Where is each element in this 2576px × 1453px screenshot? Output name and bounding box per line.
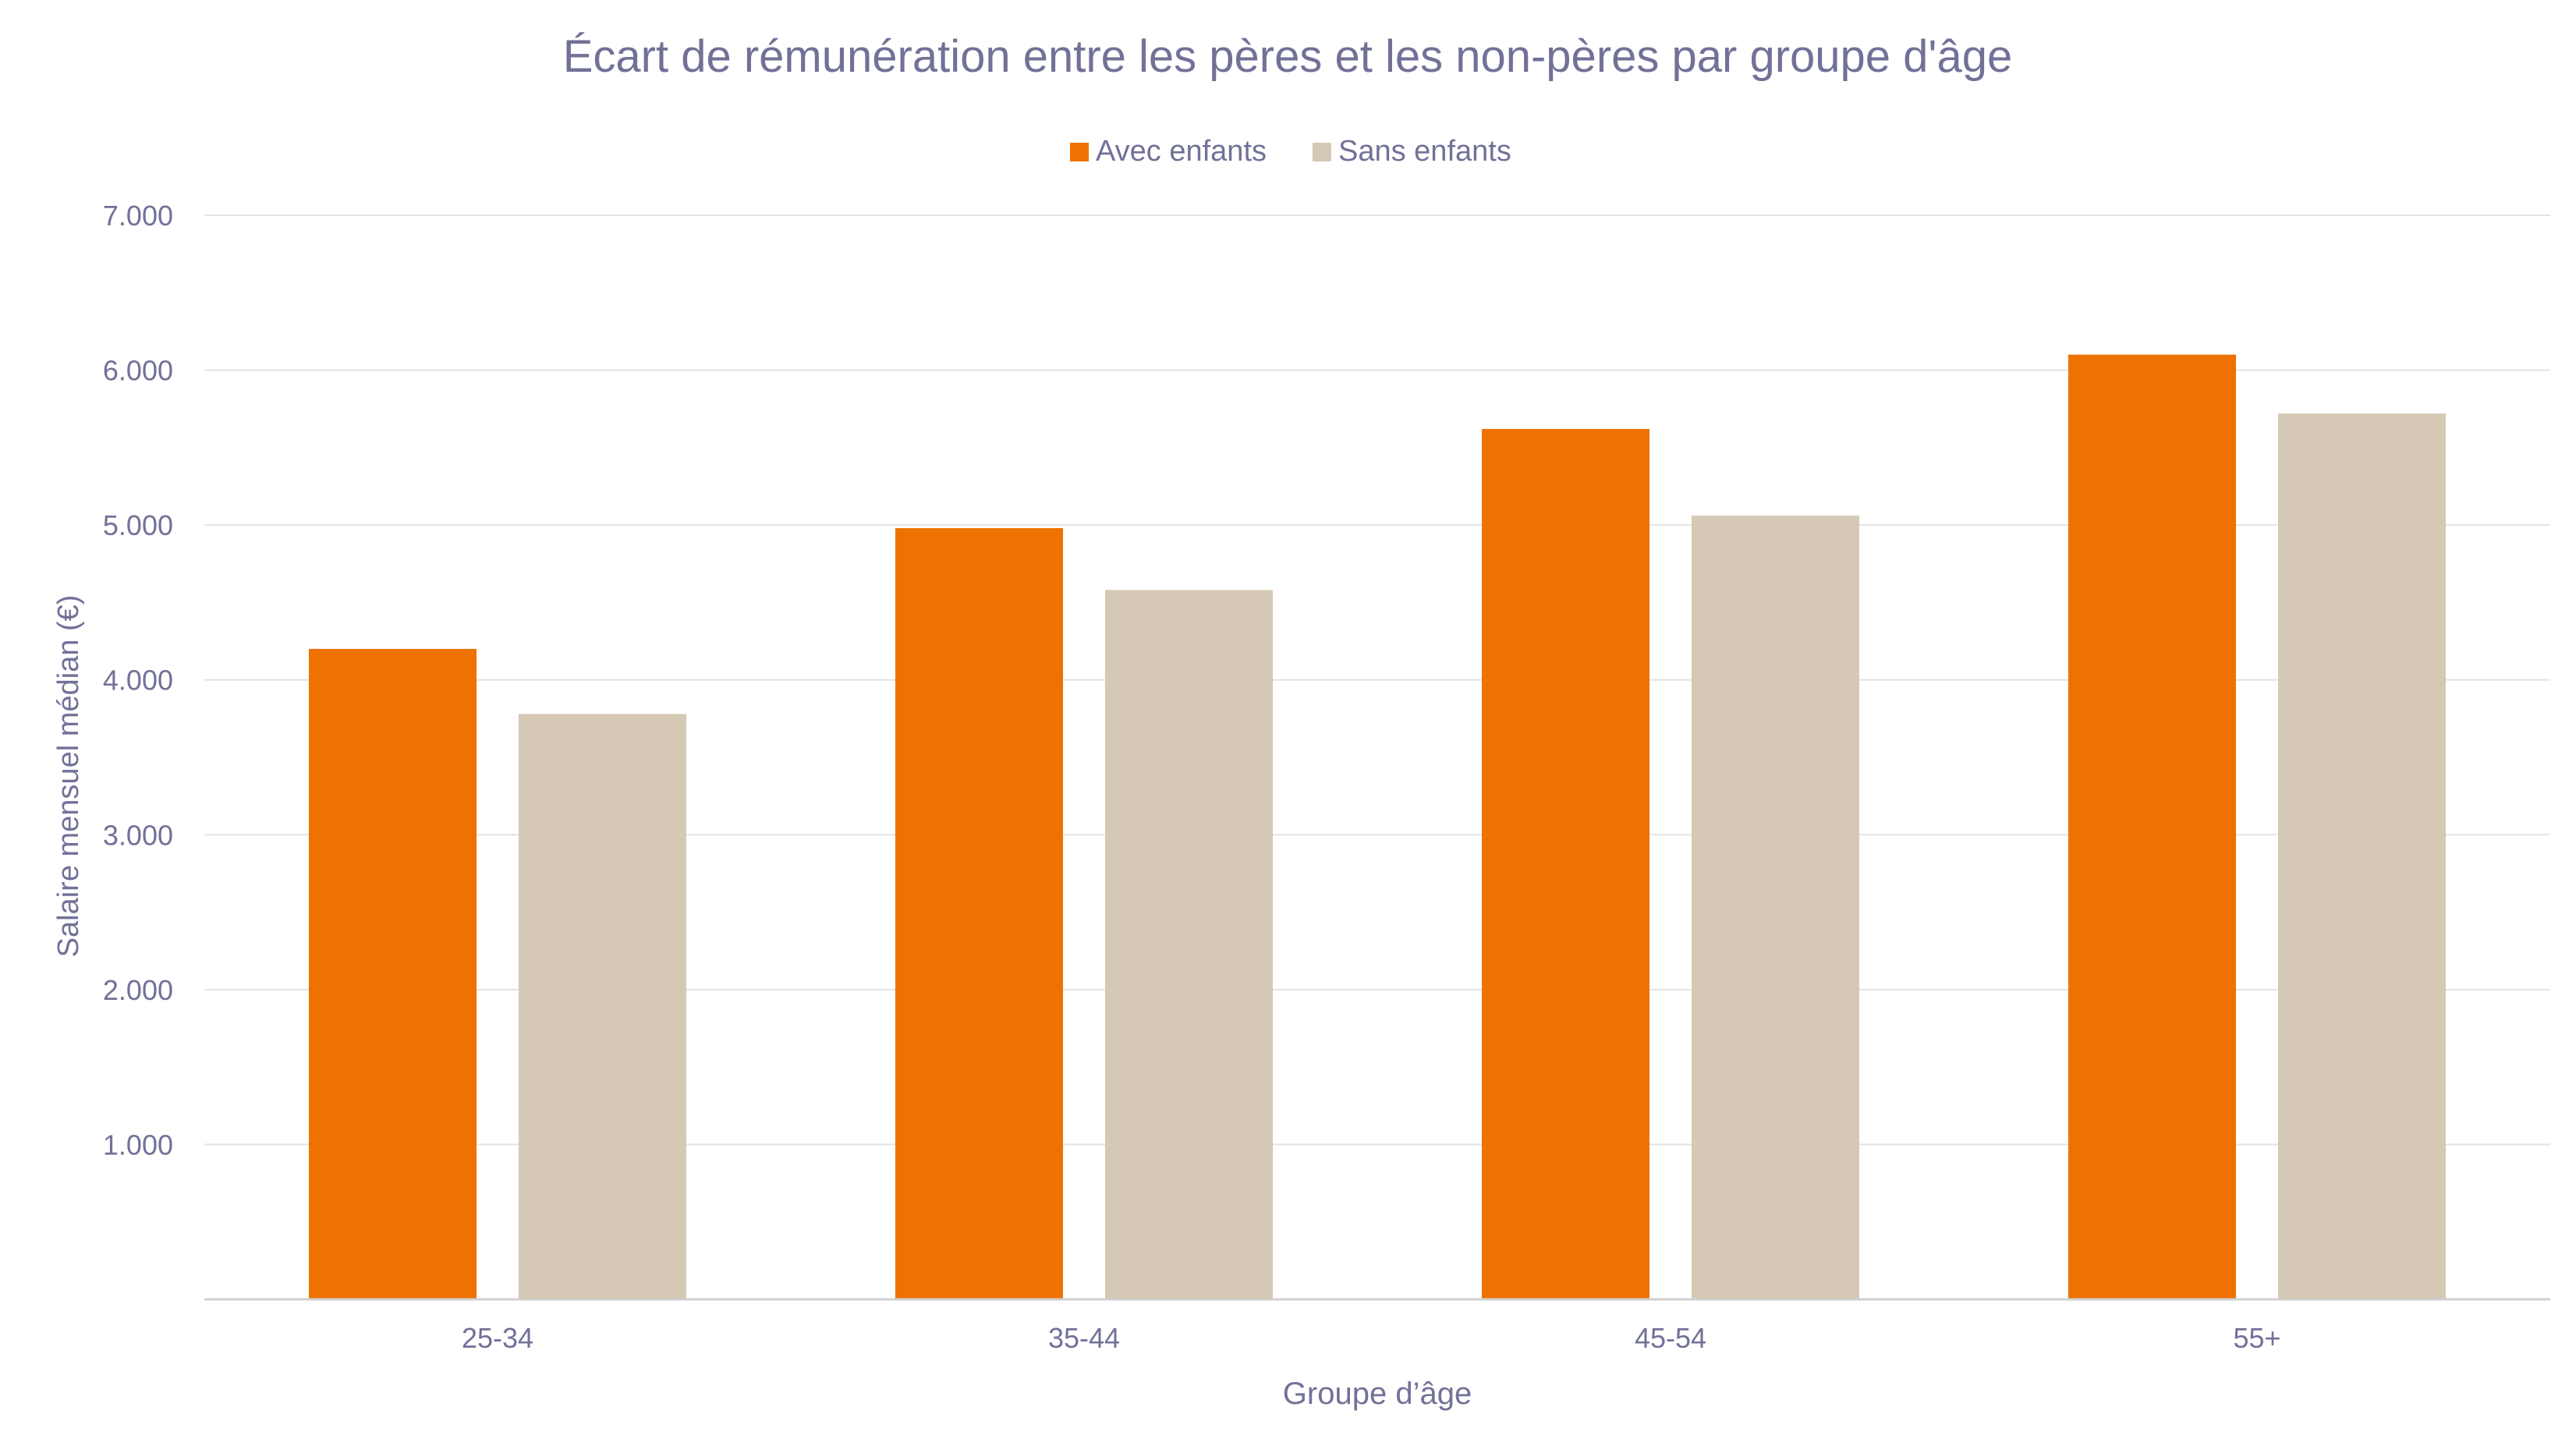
y-tick-label: 2.000 [103,974,173,1006]
bar-sans-enfants-55plus [2278,413,2446,1300]
bar-sans-enfants-35-44 [1105,590,1273,1299]
y-tick-label: 3.000 [103,819,173,851]
legend-swatch [1070,143,1089,161]
bar-avec-enfants-25-34 [309,649,477,1299]
x-tick-label: 25-34 [462,1322,533,1354]
legend-label: Sans enfants [1338,135,1511,168]
y-tick-label: 4.000 [103,664,173,696]
x-tick-label: 35-44 [1048,1322,1120,1354]
x-tick-label: 45-54 [1635,1322,1706,1354]
y-axis-ticks: 1.000 2.000 3.000 4.000 5.000 6.000 7.000 [103,200,173,1161]
x-axis-label: Groupe d’âge [1283,1377,1472,1411]
legend-label: Avec enfants [1096,135,1267,168]
y-tick-label: 7.000 [103,200,173,232]
bar-avec-enfants-45-54 [1482,429,1649,1299]
chart-title: Écart de rémunération entre les pères et… [563,31,2013,82]
legend: Avec enfants Sans enfants [1070,135,1511,168]
x-axis-ticks: 25-34 35-44 45-54 55+ [462,1322,2281,1354]
bar-sans-enfants-45-54 [1692,516,1859,1299]
bar-sans-enfants-25-34 [519,714,686,1299]
y-tick-label: 5.000 [103,509,173,541]
bar-avec-enfants-35-44 [895,528,1063,1299]
y-axis-label: Salaire mensuel médian (€) [52,595,85,958]
x-tick-label: 55+ [2233,1322,2280,1354]
bars-layer [309,354,2446,1300]
bar-avec-enfants-55plus [2068,354,2236,1299]
y-tick-label: 1.000 [103,1129,173,1161]
y-tick-label: 6.000 [103,355,173,387]
legend-swatch [1313,143,1331,161]
